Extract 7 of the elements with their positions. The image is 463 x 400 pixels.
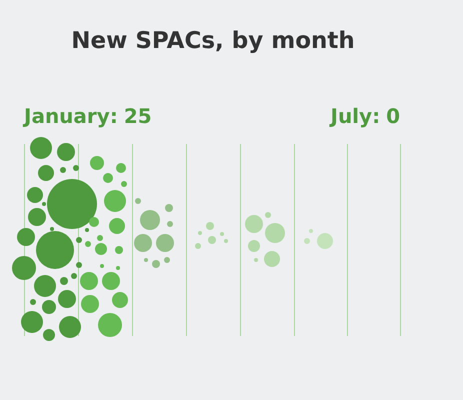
data-label: 25 xyxy=(124,104,152,128)
text: : xyxy=(372,104,380,128)
text: : xyxy=(110,104,118,128)
text: New SPACs, by month xyxy=(70,28,356,54)
category-label: January xyxy=(24,104,110,128)
category-label: July xyxy=(330,104,372,128)
data-label: 0 xyxy=(386,104,400,128)
